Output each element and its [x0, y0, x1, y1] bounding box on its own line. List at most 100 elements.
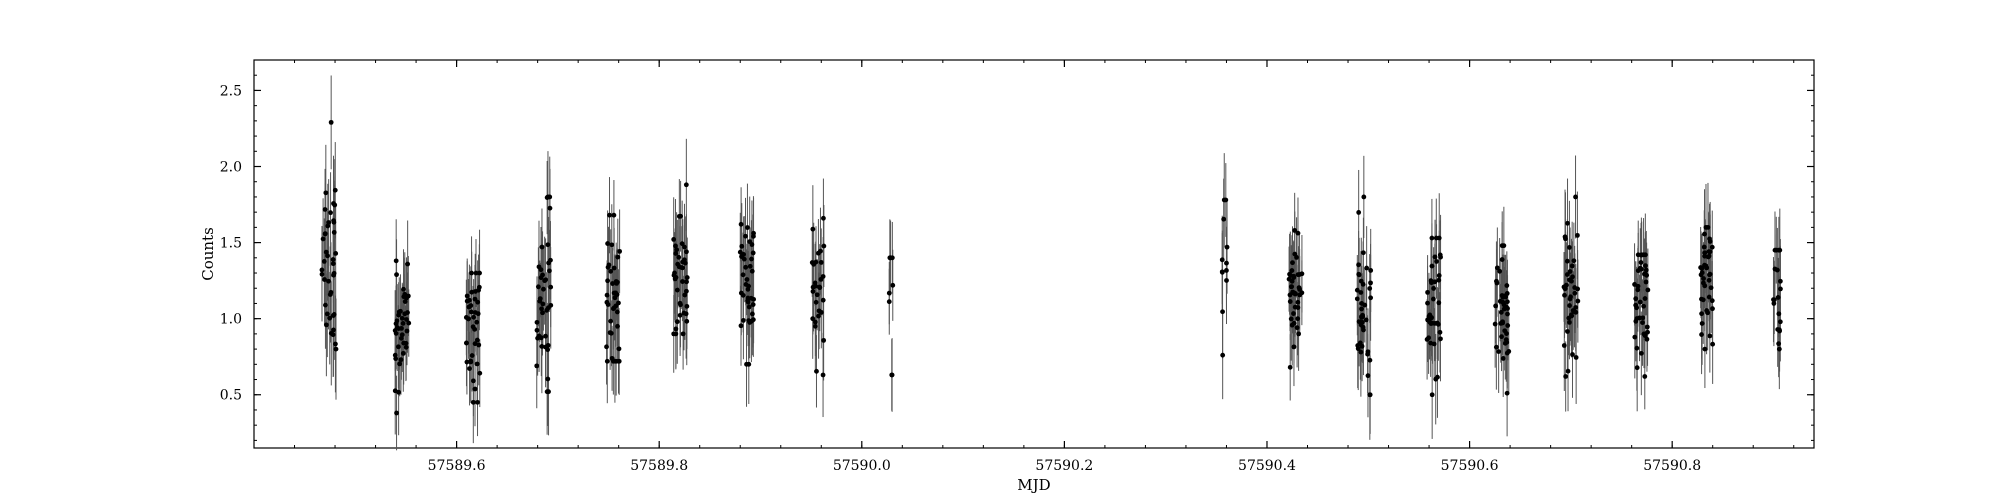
data-point — [1504, 304, 1509, 310]
data-point — [1634, 316, 1640, 321]
data-point — [398, 357, 404, 363]
data-point — [324, 311, 330, 317]
data-point — [1496, 349, 1502, 355]
data-point — [810, 316, 816, 322]
data-point — [1706, 294, 1712, 300]
data-point — [322, 231, 328, 237]
data-point — [1355, 343, 1361, 348]
data-point — [739, 243, 745, 249]
data-point — [474, 361, 480, 367]
data-point — [813, 259, 819, 265]
data-point — [672, 270, 677, 276]
data-point — [1499, 334, 1504, 340]
data-point — [1368, 295, 1374, 301]
data-point — [1566, 277, 1572, 283]
y-tick-label: 2.0 — [220, 160, 242, 176]
data-point — [474, 337, 480, 343]
data-point — [468, 359, 474, 365]
data-point — [331, 270, 337, 276]
data-point — [740, 272, 746, 278]
data-point — [1354, 287, 1360, 293]
data-point — [610, 281, 615, 286]
data-point — [1287, 292, 1293, 298]
data-point — [613, 279, 619, 284]
data-point — [1634, 365, 1640, 371]
data-point — [1296, 331, 1302, 337]
data-point — [1774, 267, 1780, 273]
data-point — [1219, 269, 1225, 275]
data-point — [1359, 306, 1364, 312]
data-point — [678, 302, 683, 308]
data-point — [1432, 254, 1438, 260]
data-point — [612, 295, 618, 301]
data-point — [464, 359, 470, 365]
data-point — [1291, 273, 1297, 279]
data-point — [677, 312, 683, 318]
data-point — [1776, 311, 1782, 317]
data-point — [469, 270, 474, 276]
data-point — [471, 378, 476, 384]
data-point — [1567, 245, 1572, 250]
data-point — [331, 218, 336, 224]
data-point — [538, 275, 544, 281]
data-point — [679, 265, 685, 270]
data-point — [680, 331, 686, 337]
data-point — [750, 302, 756, 307]
data-point — [1437, 329, 1443, 335]
data-point — [328, 119, 334, 125]
data-point — [608, 268, 614, 274]
data-point — [1705, 310, 1711, 316]
data-point — [1504, 299, 1510, 305]
data-point — [325, 253, 330, 259]
data-point — [1358, 278, 1364, 284]
data-point — [474, 319, 480, 325]
data-point — [604, 292, 610, 298]
data-point — [1778, 286, 1783, 292]
data-point — [1645, 329, 1650, 335]
data-point — [1562, 234, 1568, 240]
x-tick-label: 57589.6 — [428, 458, 486, 474]
data-point — [323, 302, 328, 308]
y-axis-label: Counts — [199, 227, 217, 281]
data-point — [1641, 303, 1647, 309]
data-point — [749, 256, 754, 262]
data-point — [889, 372, 895, 378]
data-point — [403, 344, 409, 350]
data-point — [746, 304, 752, 310]
data-point — [747, 263, 753, 269]
data-point — [611, 265, 617, 271]
data-point — [1570, 274, 1575, 280]
data-point — [398, 308, 403, 314]
data-point — [1567, 296, 1573, 302]
data-point — [1776, 346, 1782, 352]
data-point — [605, 302, 611, 307]
data-point — [1504, 390, 1510, 396]
data-point — [1642, 374, 1648, 379]
data-point — [476, 284, 482, 290]
data-point — [323, 322, 329, 328]
data-point — [1705, 224, 1711, 230]
data-point — [818, 260, 824, 265]
data-point — [539, 343, 545, 349]
data-point — [751, 230, 756, 236]
data-point — [393, 356, 399, 362]
data-point — [886, 290, 892, 296]
data-point — [741, 256, 747, 262]
plot-frame — [253, 59, 1815, 449]
data-point — [320, 236, 326, 242]
data-point — [1644, 336, 1650, 342]
x-tick-label: 57590.6 — [1441, 458, 1499, 474]
data-point — [814, 292, 820, 298]
data-point — [1497, 268, 1503, 274]
data-point — [1633, 296, 1639, 302]
data-point — [330, 261, 336, 267]
data-point — [405, 310, 410, 315]
data-point — [745, 286, 751, 292]
data-point — [1364, 265, 1370, 271]
data-point — [470, 324, 476, 330]
data-point — [401, 294, 407, 300]
data-point — [1425, 289, 1430, 295]
data-point — [1573, 194, 1578, 200]
data-point — [750, 250, 756, 256]
